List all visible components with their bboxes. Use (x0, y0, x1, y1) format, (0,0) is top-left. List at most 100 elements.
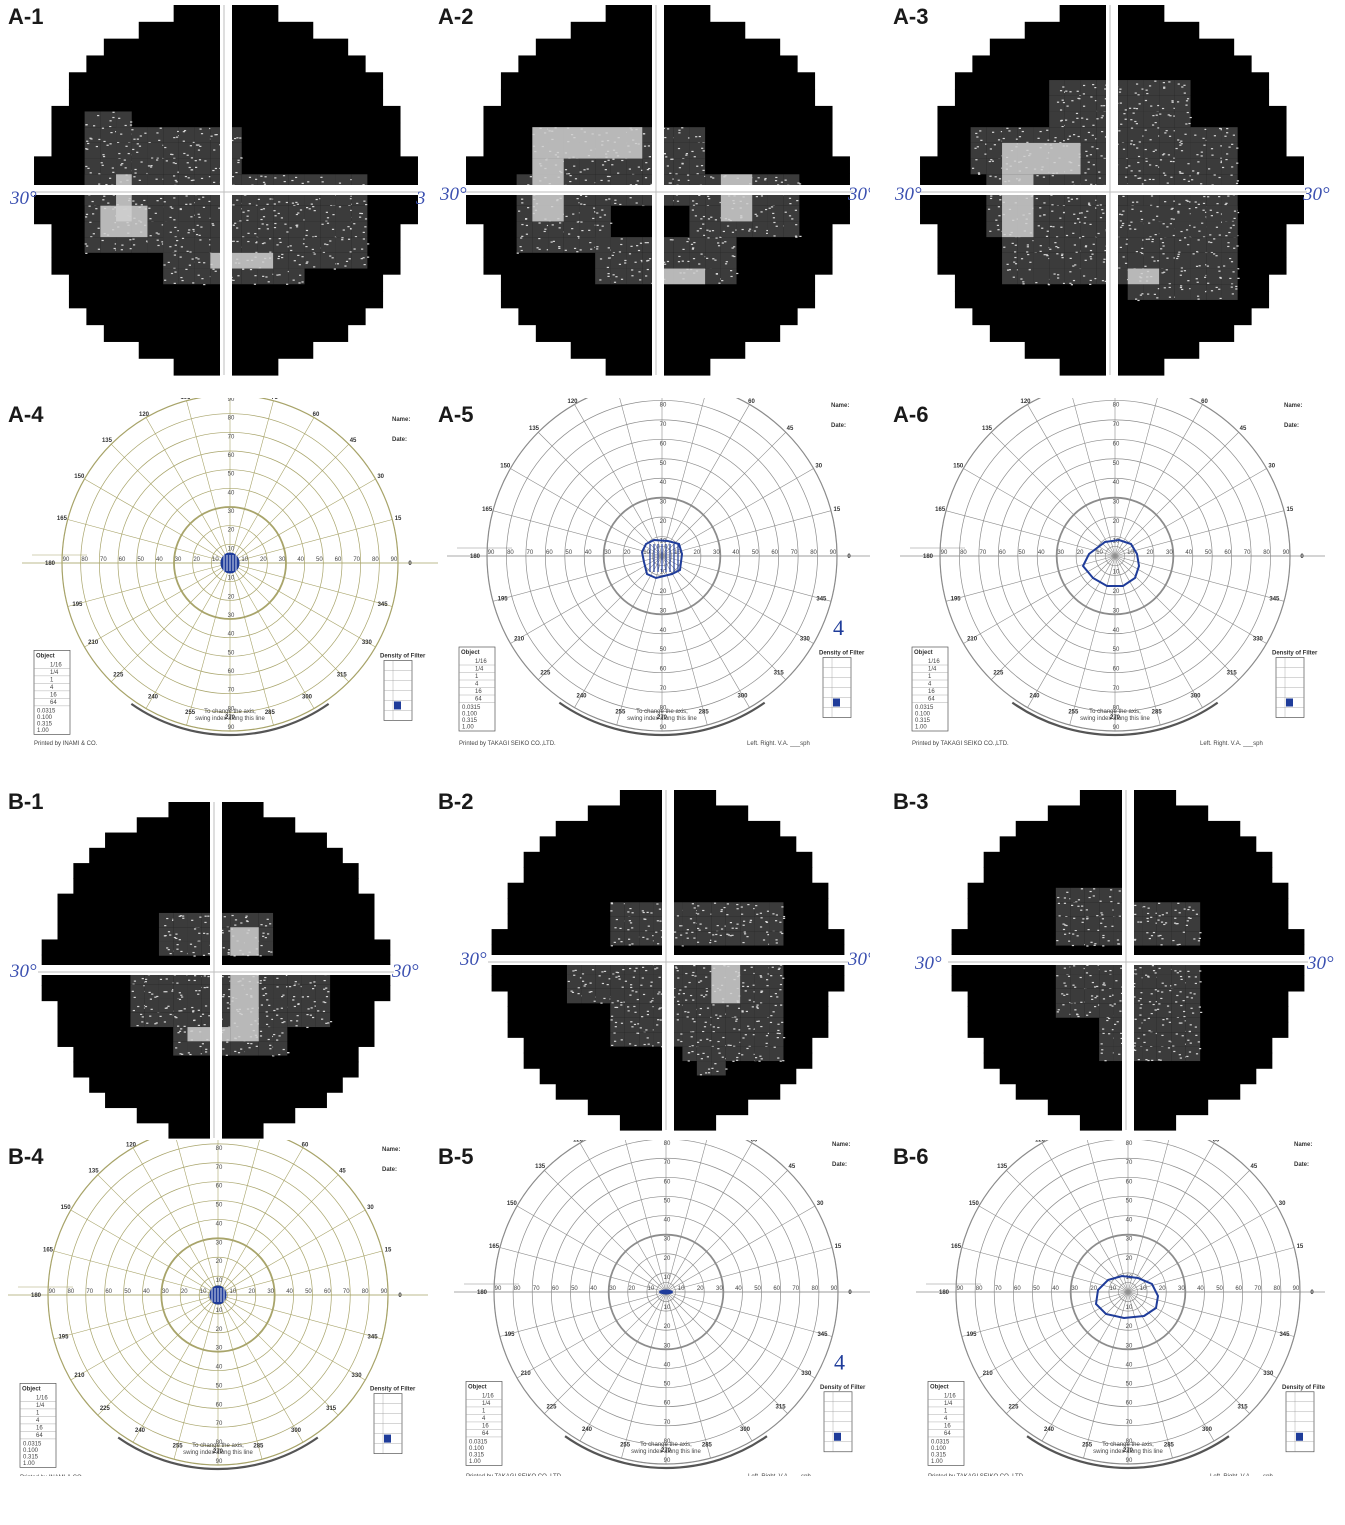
angle-label: 210 (514, 637, 525, 643)
svg-text:70: 70 (228, 688, 235, 694)
svg-text:70: 70 (216, 1421, 223, 1427)
svg-text:80: 80 (960, 550, 967, 556)
degree-label-right: 3 (415, 188, 426, 209)
angle-label: 180 (470, 554, 481, 560)
svg-text:10: 10 (216, 1278, 223, 1284)
goldmann-chart: 1201059075601351501654530151800195210225… (0, 1140, 440, 1476)
panel-label: A-1 (8, 4, 43, 30)
svg-text:1/4: 1/4 (475, 667, 484, 673)
svg-text:70: 70 (100, 557, 107, 563)
angle-label: 180 (923, 554, 934, 560)
svg-text:10: 10 (216, 1308, 223, 1314)
svg-text:Date:: Date: (382, 1167, 397, 1173)
svg-text:Object: Object (22, 1386, 41, 1392)
svg-text:90: 90 (831, 1286, 838, 1292)
svg-text:Object: Object (914, 650, 933, 656)
svg-text:swing index along this line: swing index along this line (631, 1449, 701, 1455)
svg-text:70: 70 (791, 550, 798, 556)
svg-text:30: 30 (664, 1343, 671, 1349)
svg-text:30: 30 (1166, 550, 1173, 556)
angle-label: 255 (615, 710, 626, 716)
svg-text:80: 80 (664, 1141, 671, 1147)
svg-text:50: 50 (1113, 647, 1120, 653)
angle-label: 135 (982, 426, 993, 432)
svg-text:20: 20 (216, 1327, 223, 1333)
svg-text:16: 16 (36, 1425, 43, 1431)
angle-label: 240 (582, 1427, 593, 1433)
angle-label: 0 (848, 1290, 852, 1296)
goldmann-chart: 1201059075601351501654530151800195210225… (430, 1140, 870, 1476)
svg-text:1.00: 1.00 (462, 725, 474, 731)
angle-label: 225 (993, 671, 1004, 677)
angle-label: 30 (377, 474, 384, 480)
svg-text:20: 20 (248, 1289, 255, 1295)
angle-label: 120 (1020, 399, 1031, 405)
svg-text:64: 64 (482, 1431, 489, 1437)
svg-text:Printed by TAKAGI SEIKO CO.,LT: Printed by TAKAGI SEIKO CO.,LTD. (459, 741, 556, 747)
svg-text:70: 70 (86, 1289, 93, 1295)
angle-label: 30 (817, 1201, 824, 1207)
degree-label-right: 30° (1302, 184, 1330, 205)
svg-text:40: 40 (1113, 628, 1120, 634)
svg-text:60: 60 (773, 1286, 780, 1292)
svg-text:0.0315: 0.0315 (462, 705, 481, 711)
panel-label: B-4 (8, 1144, 43, 1170)
angle-label: 105 (180, 398, 191, 401)
svg-text:80: 80 (1263, 550, 1270, 556)
svg-text:30: 30 (228, 613, 235, 619)
svg-text:30: 30 (228, 509, 235, 515)
svg-text:10: 10 (664, 1305, 671, 1311)
svg-text:40: 40 (732, 550, 739, 556)
angle-label: 60 (748, 399, 755, 405)
svg-text:90: 90 (49, 1289, 56, 1295)
angle-label: 330 (800, 637, 811, 643)
svg-text:90: 90 (228, 725, 235, 731)
angle-label: 120 (567, 399, 578, 405)
angle-label: 150 (507, 1201, 518, 1207)
angle-label: 225 (540, 671, 551, 677)
angle-label: 330 (362, 640, 373, 646)
angle-label: 195 (505, 1332, 516, 1338)
svg-text:30: 30 (609, 1286, 616, 1292)
angle-label: 45 (350, 438, 357, 444)
panel-a3: A-3 30° 30° (885, 0, 1325, 385)
angle-label: 45 (1240, 426, 1247, 432)
svg-text:20: 20 (216, 1259, 223, 1265)
angle-label: 165 (935, 507, 946, 513)
panel-label: A-4 (8, 402, 43, 428)
angle-label: 345 (368, 1334, 379, 1340)
svg-text:16: 16 (475, 689, 482, 695)
svg-text:90: 90 (830, 550, 837, 556)
angle-label: 150 (953, 464, 964, 470)
svg-text:30: 30 (175, 557, 182, 563)
angle-label: 45 (787, 426, 794, 432)
angle-label: 255 (173, 1444, 184, 1450)
svg-text:swing index along this line: swing index along this line (1080, 716, 1150, 722)
svg-text:Printed by INAMI & CO.: Printed by INAMI & CO. (34, 741, 98, 747)
svg-text:10: 10 (1127, 550, 1134, 556)
svg-text:Density of Filter: Density of Filter (380, 653, 426, 659)
angle-label: 225 (1008, 1405, 1019, 1411)
svg-text:50: 50 (660, 461, 667, 467)
angle-label: 60 (313, 412, 320, 418)
svg-text:To change the axis,: To change the axis, (636, 709, 688, 715)
angle-label: 345 (817, 1332, 828, 1338)
svg-text:Left. Right. V.A. ___sph: Left. Right. V.A. ___sph (747, 741, 810, 747)
svg-text:0.100: 0.100 (462, 712, 478, 718)
svg-text:0.0315: 0.0315 (469, 1439, 488, 1445)
degree-label-left: 30° (894, 184, 922, 205)
svg-text:20: 20 (193, 557, 200, 563)
svg-text:60: 60 (119, 557, 126, 563)
svg-text:10: 10 (200, 1289, 207, 1295)
angle-label: 240 (576, 693, 587, 699)
degree-label-left: 30° (9, 188, 37, 209)
angle-label: 45 (1251, 1164, 1258, 1170)
svg-text:90: 90 (664, 1458, 671, 1464)
svg-text:50: 50 (752, 550, 759, 556)
hfa-stair-circle (29, 3, 423, 377)
svg-text:1/16: 1/16 (36, 1395, 48, 1401)
panel-label: B-5 (438, 1144, 473, 1170)
svg-text:60: 60 (1224, 550, 1231, 556)
angle-label: 195 (58, 1334, 69, 1340)
svg-text:20: 20 (1113, 589, 1120, 595)
